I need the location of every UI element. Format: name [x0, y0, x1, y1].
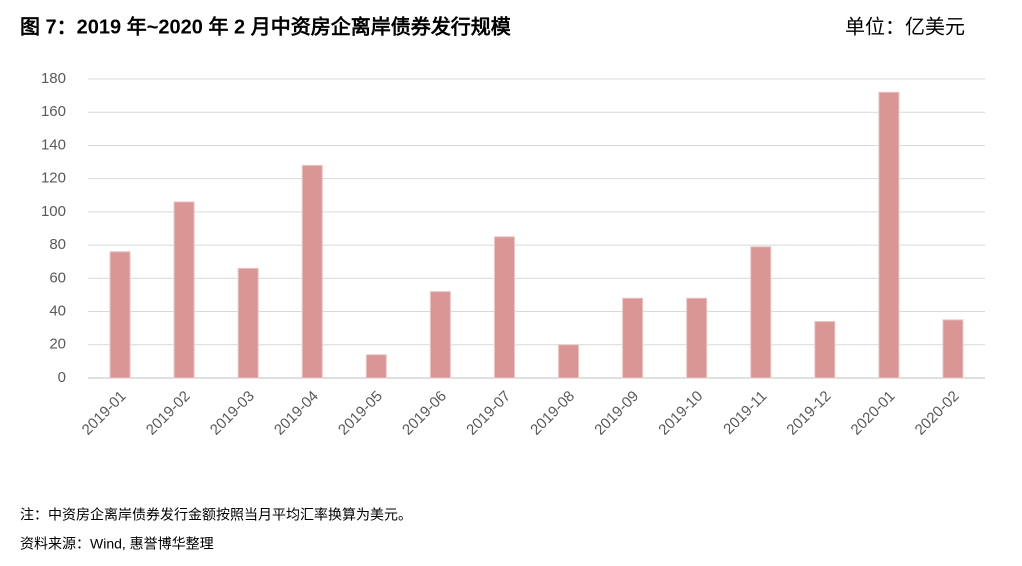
x-tick-label: 2019-07	[463, 388, 514, 439]
bar	[942, 319, 964, 379]
bar	[365, 354, 387, 379]
bar	[750, 246, 772, 379]
bar	[814, 321, 836, 379]
bar	[173, 201, 195, 379]
y-tick-label: 160	[41, 103, 66, 120]
y-tick-label: 40	[49, 303, 66, 320]
bar	[493, 236, 515, 379]
note: 注：中资房企离岸债券发行金额按照当月平均汇率换算为美元。	[20, 507, 412, 523]
x-tick-label: 2019-03	[207, 388, 258, 439]
chart-title: 图 7：2019 年~2020 年 2 月中资房企离岸债券发行规模	[20, 14, 512, 38]
y-tick-label: 100	[41, 203, 66, 220]
x-tick-label: 2019-10	[655, 388, 706, 439]
bar	[622, 297, 644, 379]
y-tick-label: 120	[41, 170, 66, 187]
bar	[237, 267, 259, 379]
x-tick-label: 2019-02	[143, 388, 194, 439]
x-tick-label: 2020-01	[848, 388, 899, 439]
unit-label: 单位：亿美元	[845, 15, 965, 38]
bar	[109, 251, 131, 379]
y-tick-label: 20	[49, 336, 66, 353]
x-tick-label: 2019-06	[399, 388, 450, 439]
x-tick-label: 2020-02	[912, 388, 963, 439]
bar	[878, 91, 900, 379]
y-tick-label: 80	[49, 236, 66, 253]
x-tick-label: 2019-12	[784, 388, 835, 439]
x-tick-label: 2019-04	[271, 388, 322, 439]
bar	[558, 344, 580, 379]
x-tick-label: 2019-11	[720, 388, 770, 438]
bar	[429, 291, 451, 379]
bar	[301, 164, 323, 379]
y-tick-label: 180	[41, 70, 66, 87]
x-tick-label: 2019-09	[591, 388, 642, 439]
x-tick-label: 2019-01	[79, 388, 130, 439]
source: 资料来源：Wind, 惠誉博华整理	[20, 536, 214, 552]
y-tick-label: 60	[49, 269, 66, 286]
x-tick-label: 2019-05	[335, 388, 386, 439]
bar	[686, 297, 708, 379]
y-tick-label: 0	[58, 369, 66, 386]
x-tick-label: 2019-08	[527, 388, 578, 439]
y-tick-label: 140	[41, 136, 66, 153]
